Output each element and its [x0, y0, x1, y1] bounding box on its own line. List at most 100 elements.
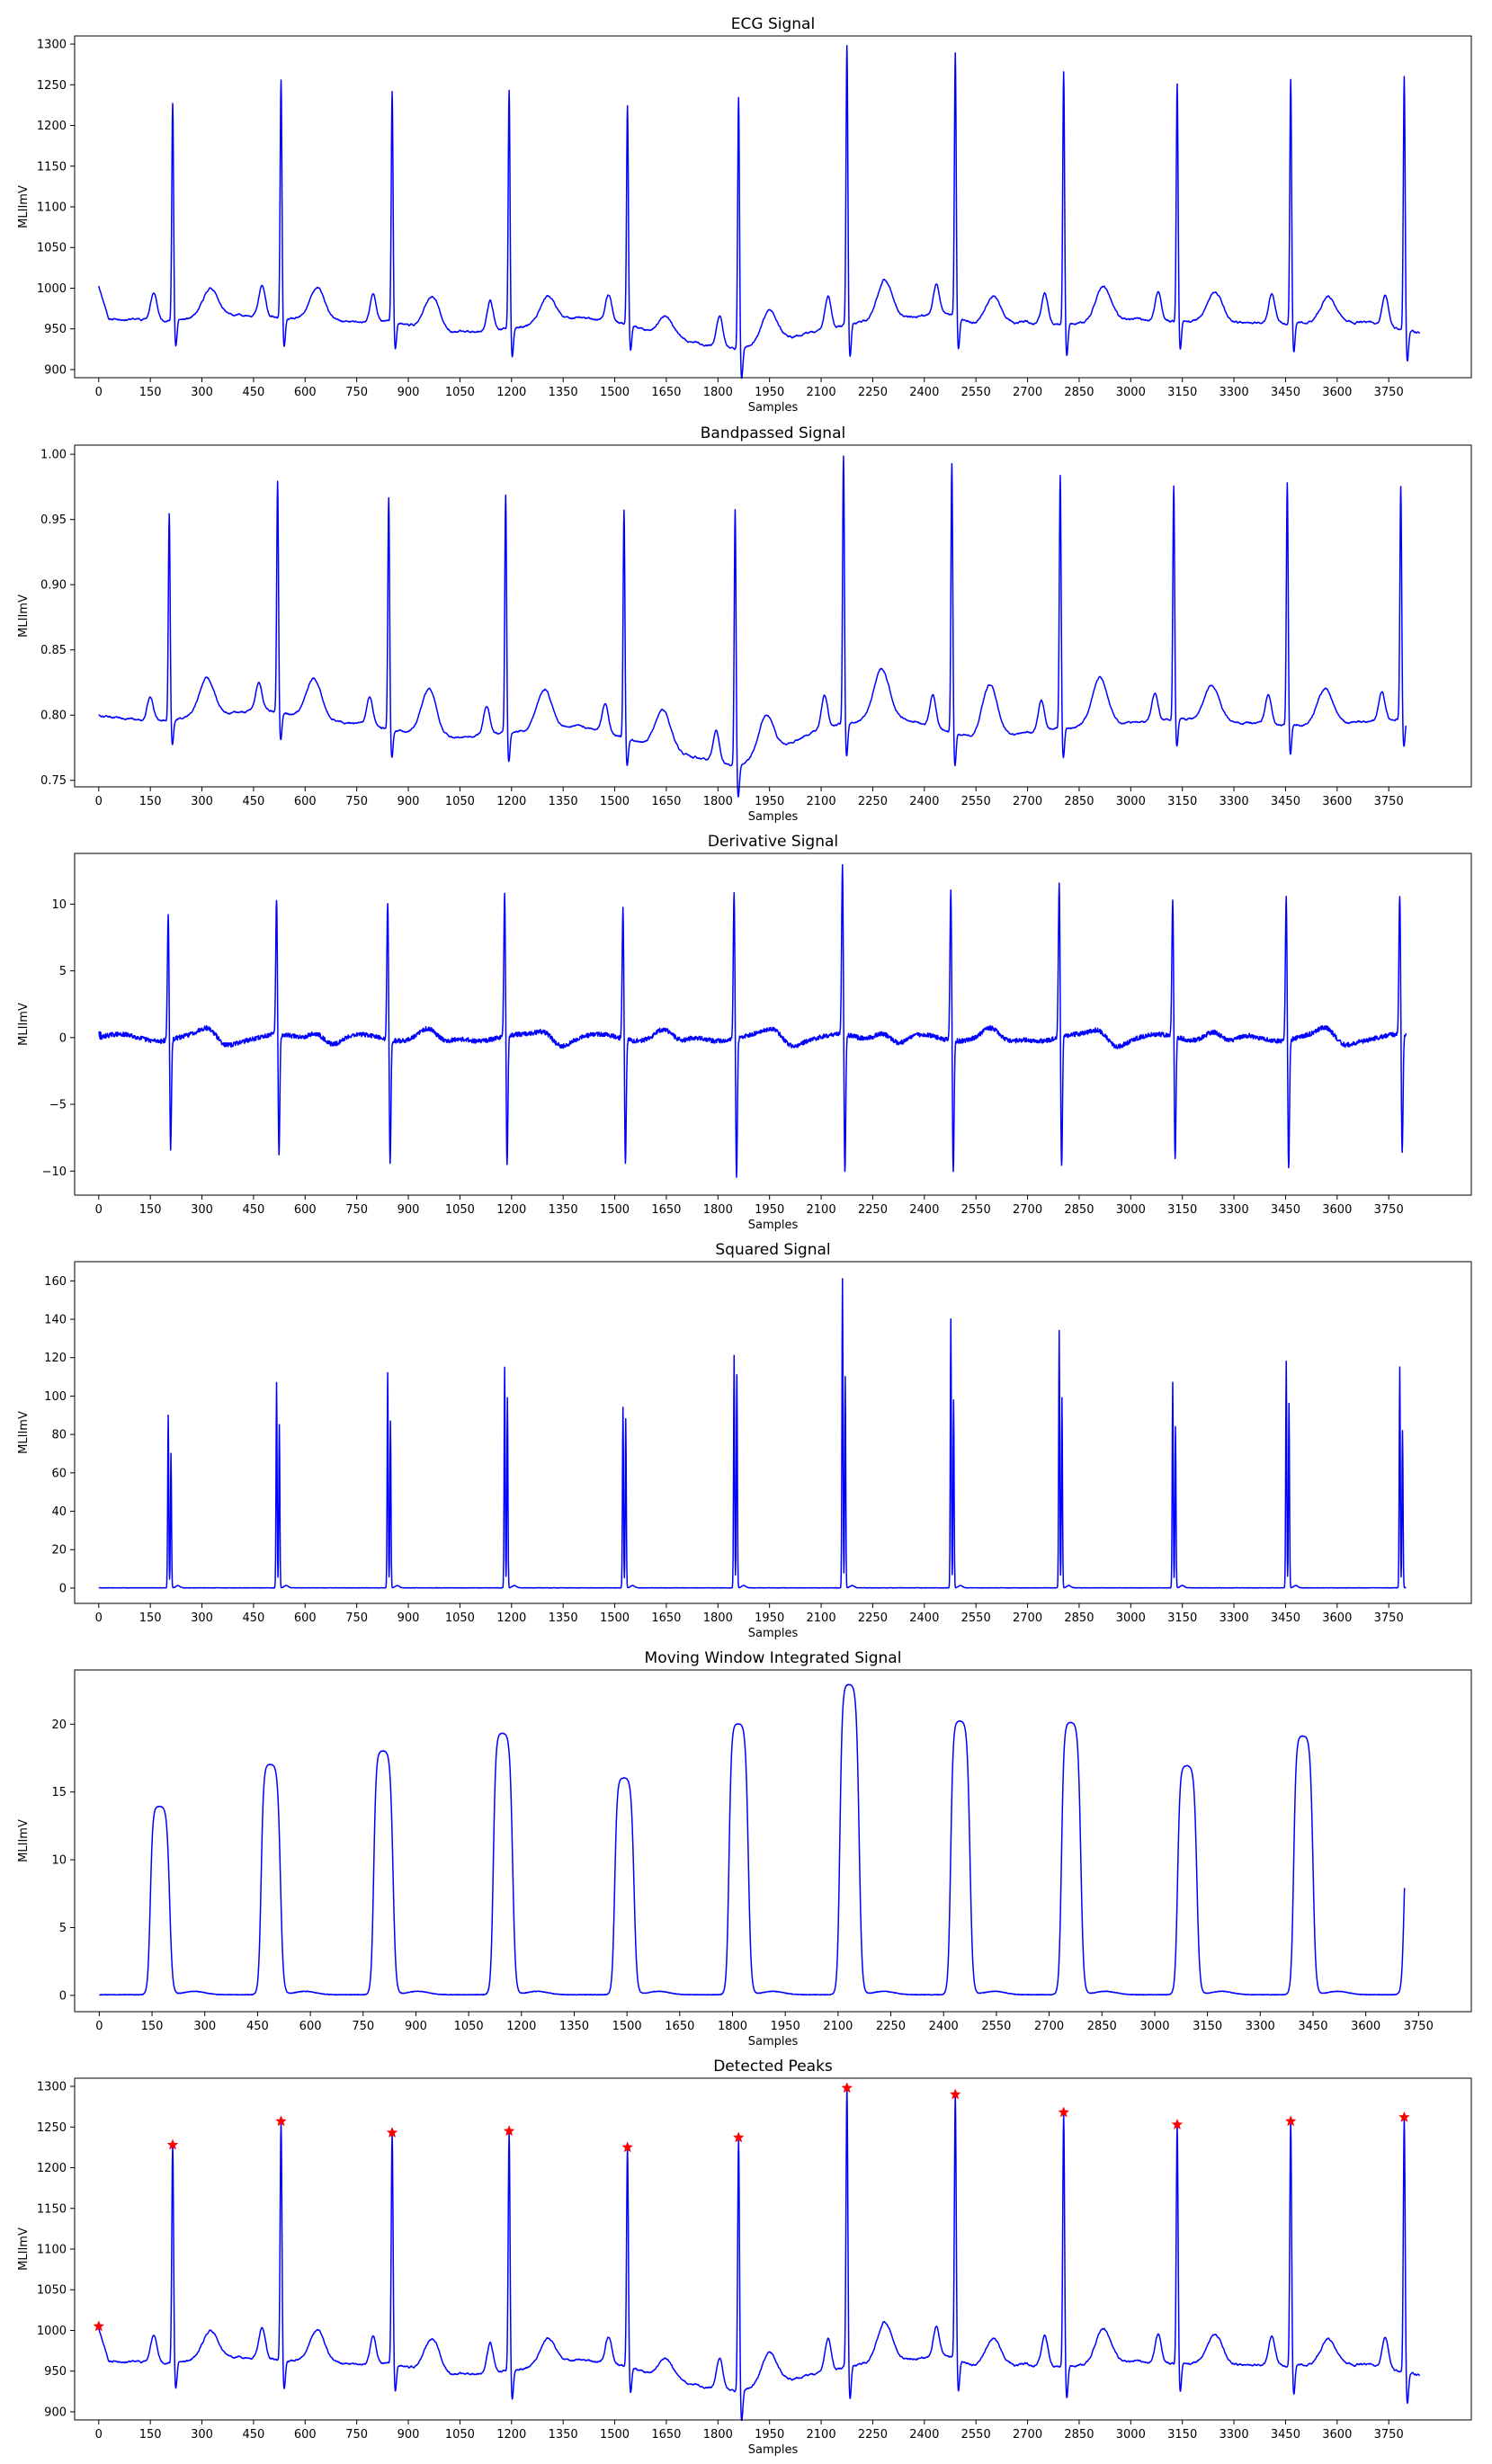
x-tick-label: 2700 — [1034, 2020, 1064, 2033]
chart-panel-2: Bandpassed Signal 0 150 300 450 600 750 900 1050… — [17, 424, 1472, 824]
x-tick-label: 1200 — [496, 795, 526, 808]
x-tick-label: 1650 — [651, 2428, 681, 2442]
y-tick-label: 140 — [44, 1314, 67, 1327]
x-tick-label: 3750 — [1404, 2020, 1434, 2033]
x-tick-label: 2850 — [1064, 1611, 1094, 1625]
x-tick-label: 2100 — [823, 2020, 853, 2033]
x-tick-label: 0 — [95, 795, 103, 808]
y-tick-label: 1050 — [37, 2284, 67, 2298]
x-tick-label: 900 — [405, 2020, 427, 2033]
x-tick-label: 2550 — [961, 1611, 991, 1625]
chart-title: Detected Peaks — [713, 2058, 833, 2076]
detected-peak-marker-4 — [386, 2126, 398, 2138]
x-tick-label: 3150 — [1167, 2428, 1197, 2442]
x-tick-label: 3750 — [1374, 1611, 1404, 1625]
x-tick-label: 3600 — [1322, 1203, 1352, 1217]
x-tick-label: 1200 — [496, 1203, 526, 1217]
x-tick-label: 300 — [191, 386, 213, 399]
x-tick-label: 1800 — [703, 1203, 733, 1217]
x-tick-label: 1800 — [703, 2428, 733, 2442]
y-tick-label: 5 — [59, 1922, 67, 1935]
x-tick-label: 1050 — [445, 795, 475, 808]
y-tick-label: 1250 — [37, 79, 67, 93]
y-axis-label: MLIImV — [17, 1003, 31, 1046]
y-tick-label: 10 — [51, 898, 67, 912]
x-tick-label: 1500 — [600, 1611, 630, 1625]
x-tick-label: 300 — [191, 1203, 213, 1217]
x-tick-label: 600 — [294, 1611, 317, 1625]
x-tick-label: 3600 — [1351, 2020, 1380, 2033]
x-tick-label: 3300 — [1246, 2020, 1275, 2033]
x-tick-label: 1050 — [445, 1611, 475, 1625]
x-tick-label: 2700 — [1013, 795, 1042, 808]
y-tick-label: 0 — [59, 1031, 67, 1045]
x-tick-label: 2550 — [961, 386, 991, 399]
x-tick-label: 0 — [95, 1203, 103, 1217]
y-tick-label: 1300 — [37, 2081, 67, 2094]
x-tick-label: 2100 — [807, 2428, 836, 2442]
x-tick-label: 3000 — [1116, 1203, 1146, 1217]
y-tick-label: 0 — [59, 1989, 67, 2003]
detected-peak-marker-1 — [93, 2320, 105, 2332]
x-tick-label: 2400 — [909, 795, 939, 808]
y-tick-label: 950 — [44, 323, 67, 336]
x-tick-label: 2700 — [1013, 386, 1042, 399]
detected-peak-marker-6 — [621, 2141, 634, 2153]
y-tick-label: 0.75 — [40, 774, 67, 788]
x-tick-label: 1350 — [559, 2020, 589, 2033]
y-tick-label: 950 — [44, 2365, 67, 2379]
y-axis-label: MLIImV — [17, 1819, 31, 1862]
y-axis-label: MLIImV — [17, 185, 31, 228]
x-tick-label: 600 — [294, 2428, 317, 2442]
x-tick-label: 2700 — [1013, 2428, 1042, 2442]
x-tick-label: 300 — [191, 795, 213, 808]
x-tick-label: 2400 — [929, 2020, 959, 2033]
x-tick-label: 1950 — [771, 2020, 800, 2033]
x-tick-label: 600 — [294, 386, 317, 399]
x-tick-label: 450 — [242, 2428, 264, 2442]
x-tick-label: 1800 — [718, 2020, 747, 2033]
x-tick-label: 2700 — [1013, 1611, 1042, 1625]
x-tick-label: 1200 — [496, 386, 526, 399]
x-tick-label: 450 — [242, 1611, 264, 1625]
x-tick-label: 2850 — [1087, 2020, 1117, 2033]
y-tick-label: 1100 — [37, 201, 67, 215]
detected-peak-marker-5 — [503, 2125, 515, 2137]
x-tick-label: 3750 — [1374, 795, 1404, 808]
x-tick-label: 1050 — [454, 2020, 484, 2033]
chart-title: ECG Signal — [731, 15, 815, 33]
x-tick-label: 1950 — [755, 795, 784, 808]
x-tick-label: 1650 — [665, 2020, 694, 2033]
y-tick-label: 1000 — [37, 282, 67, 296]
x-tick-label: 600 — [294, 1203, 317, 1217]
y-tick-label: 900 — [44, 2406, 67, 2419]
x-tick-label: 3450 — [1271, 386, 1300, 399]
x-tick-label: 750 — [352, 2020, 374, 2033]
x-tick-label: 1650 — [651, 386, 681, 399]
x-tick-label: 300 — [193, 2020, 216, 2033]
chart-title: Moving Window Integrated Signal — [645, 1649, 902, 1667]
x-tick-label: 3750 — [1374, 1203, 1404, 1217]
x-tick-label: 3150 — [1193, 2020, 1222, 2033]
y-tick-label: 0.80 — [40, 710, 67, 723]
x-tick-label: 1050 — [445, 2428, 475, 2442]
x-tick-label: 2100 — [807, 795, 836, 808]
x-tick-label: 750 — [345, 795, 368, 808]
x-tick-label: 1350 — [549, 386, 578, 399]
x-tick-label: 450 — [242, 1203, 264, 1217]
x-tick-label: 1800 — [703, 1611, 733, 1625]
series-line — [98, 863, 1407, 1178]
x-tick-label: 450 — [246, 2020, 269, 2033]
x-axis-label: Samples — [748, 2035, 799, 2049]
y-tick-label: 5 — [59, 965, 67, 978]
x-tick-label: 750 — [345, 2428, 368, 2442]
x-tick-label: 1200 — [496, 1611, 526, 1625]
y-tick-label: 0.90 — [40, 579, 67, 593]
series-line — [98, 2086, 1421, 2422]
x-tick-label: 150 — [139, 795, 162, 808]
y-tick-label: 10 — [51, 1854, 67, 1868]
x-tick-label: 3450 — [1271, 1203, 1300, 1217]
x-axis-label: Samples — [748, 1219, 799, 1232]
